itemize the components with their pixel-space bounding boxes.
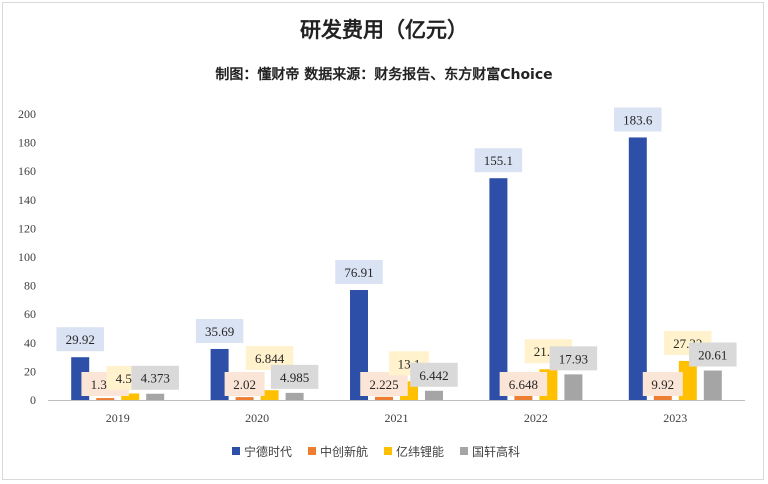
data-label-bg: [335, 260, 383, 285]
data-label-bg: [499, 372, 548, 396]
y-tick-label: 100: [18, 250, 36, 264]
legend-label: 宁德时代: [244, 444, 292, 459]
bar: [260, 390, 279, 400]
x-tick-label: 2019: [106, 411, 130, 425]
legend-swatch: [232, 447, 240, 455]
bar: [703, 370, 722, 400]
data-label-bg: [360, 372, 408, 396]
legend-swatch: [308, 447, 316, 455]
y-tick-label: 200: [18, 107, 36, 121]
data-label: 17.93: [559, 351, 588, 366]
bar: [146, 393, 165, 400]
data-label: 4.985: [280, 370, 309, 385]
data-label: 183.6: [623, 112, 653, 127]
y-tick-label: 40: [24, 336, 36, 350]
chart-subtitle: 制图：懂财帝 数据来源：财务报告、东方财富Choice: [215, 67, 553, 83]
data-label-bg: [474, 148, 523, 173]
y-tick-label: 160: [18, 164, 36, 178]
y-tick-label: 120: [18, 221, 36, 235]
data-label: 6.648: [509, 377, 538, 392]
data-label-bg: [642, 372, 683, 396]
legend-label: 国轩高科: [472, 444, 520, 459]
y-tick-label: 140: [18, 193, 36, 207]
bar: [628, 137, 647, 400]
data-label: 29.92: [66, 332, 95, 347]
data-label-bg: [614, 107, 662, 132]
bar: [564, 374, 583, 400]
data-label: 6.442: [419, 368, 448, 383]
y-tick-label: 20: [24, 364, 36, 378]
bar: [235, 397, 254, 400]
data-label: 2.225: [369, 377, 398, 392]
data-label: 20.61: [698, 348, 727, 363]
data-label-bg: [224, 372, 265, 396]
bar: [121, 393, 140, 400]
legend-swatch: [460, 447, 468, 455]
data-label-bg: [689, 342, 737, 367]
y-tick-label: 60: [24, 307, 36, 321]
y-tick-label: 0: [30, 393, 36, 407]
data-label: 35.69: [205, 324, 234, 339]
legend-label: 中创新航: [320, 444, 368, 459]
data-label-bg: [195, 318, 244, 343]
y-tick-label: 80: [24, 279, 36, 293]
bar: [210, 348, 229, 400]
data-label-bg: [56, 327, 104, 352]
bar: [425, 390, 443, 400]
bar: [489, 178, 508, 400]
data-label: 9.92: [651, 377, 674, 392]
data-label: 76.91: [344, 265, 373, 280]
bar: [96, 398, 115, 400]
data-label: 155.1: [484, 153, 513, 168]
legend-swatch: [384, 447, 392, 455]
legend-label: 亿纬锂能: [396, 444, 444, 459]
data-label: 6.844: [255, 351, 285, 366]
y-tick-label: 180: [18, 136, 36, 150]
data-label-bg: [410, 362, 458, 387]
data-label-bg: [270, 364, 319, 389]
bar: [375, 396, 393, 400]
data-label: 4.373: [141, 371, 170, 386]
data-label-bg: [131, 365, 179, 390]
data-label-bg: [549, 346, 598, 371]
bar: [678, 360, 697, 400]
x-tick-label: 2023: [663, 411, 687, 425]
data-label: 2.02: [233, 377, 256, 392]
x-tick-label: 2022: [524, 411, 548, 425]
chart-title: 研发费用（亿元）: [300, 18, 468, 42]
x-tick-label: 2021: [385, 411, 409, 425]
bar: [285, 392, 304, 400]
x-tick-label: 2020: [245, 411, 269, 425]
